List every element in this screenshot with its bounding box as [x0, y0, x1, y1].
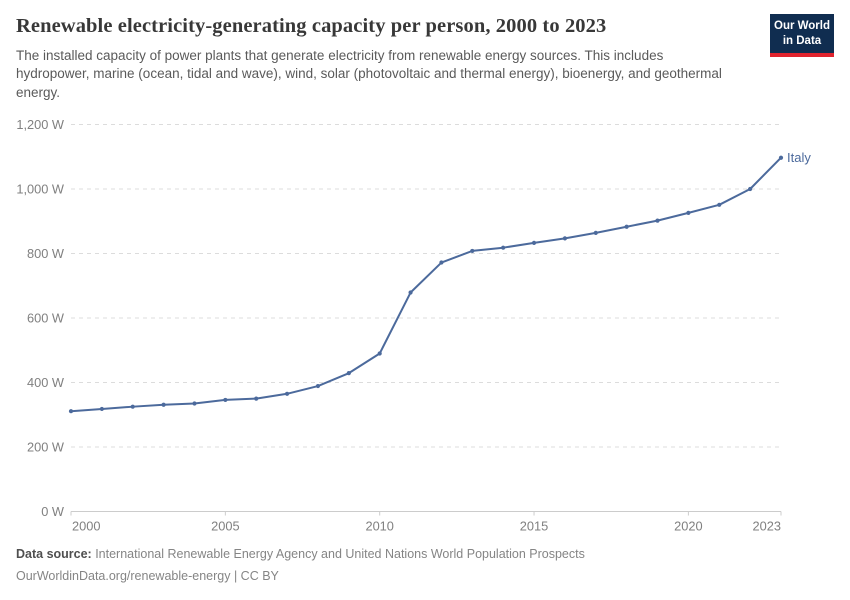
data-point[interactable] [284, 391, 290, 396]
footer-separator: | [230, 569, 241, 583]
data-point[interactable] [562, 236, 568, 241]
data-point[interactable] [593, 230, 598, 235]
data-point[interactable] [315, 383, 321, 389]
data-point[interactable] [346, 371, 351, 376]
y-tick-label: 800 W [27, 246, 65, 261]
y-tick-label: 0 W [41, 504, 65, 519]
owid-logo: Our World in Data [770, 14, 834, 58]
data-source-label: Data source: [16, 547, 92, 561]
owid-logo-line1: Our World [774, 20, 831, 32]
data-point[interactable] [501, 245, 506, 250]
data-point[interactable] [531, 240, 537, 245]
data-point[interactable] [99, 406, 104, 412]
chart-footer: Data source: International Renewable Ene… [16, 543, 585, 587]
data-source-text: International Renewable Energy Agency an… [91, 547, 585, 561]
data-point[interactable] [161, 402, 166, 407]
series-end-label[interactable]: Italy [787, 150, 811, 165]
data-point[interactable] [748, 186, 753, 192]
x-tick-label: 2020 [674, 519, 702, 534]
data-point[interactable] [717, 202, 722, 207]
data-point[interactable] [439, 260, 444, 265]
x-tick-label: 2010 [365, 519, 393, 534]
data-point[interactable] [686, 210, 691, 215]
chart-header: Renewable electricity-generating capacit… [16, 14, 834, 102]
y-tick-label: 1,200 W [16, 117, 65, 132]
data-point[interactable] [223, 397, 228, 403]
data-point[interactable] [655, 218, 660, 223]
series-line[interactable] [70, 156, 782, 413]
owid-logo-line2: in Data [782, 34, 822, 47]
y-tick-label: 400 W [27, 375, 65, 390]
data-point[interactable] [778, 155, 784, 160]
data-point[interactable] [192, 401, 197, 406]
chart-subtitle: The installed capacity of power plants t… [16, 47, 722, 100]
x-tick-label: 2023 [753, 519, 781, 534]
data-source-line: Data source: International Renewable Ene… [16, 543, 585, 565]
data-point[interactable] [408, 290, 413, 295]
data-point[interactable] [624, 224, 629, 229]
data-point[interactable] [254, 396, 259, 401]
owid-url-link[interactable]: OurWorldinData.org/renewable-energy [16, 569, 231, 583]
x-tick-label: 2015 [520, 519, 548, 534]
y-tick-label: 200 W [27, 440, 65, 455]
attribution-line: OurWorldinData.org/renewable-energy | CC… [16, 565, 585, 587]
data-point[interactable] [470, 248, 475, 254]
data-point[interactable] [377, 351, 382, 356]
chart-title: Renewable electricity-generating capacit… [16, 15, 607, 37]
x-tick-label: 2000 [72, 519, 100, 534]
data-point[interactable] [130, 404, 135, 409]
y-tick-label: 1,000 W [16, 182, 65, 197]
data-point[interactable] [68, 409, 74, 414]
x-tick-label: 2005 [211, 519, 239, 534]
license-link[interactable]: CC BY [240, 569, 279, 583]
y-tick-label: 600 W [27, 311, 65, 326]
